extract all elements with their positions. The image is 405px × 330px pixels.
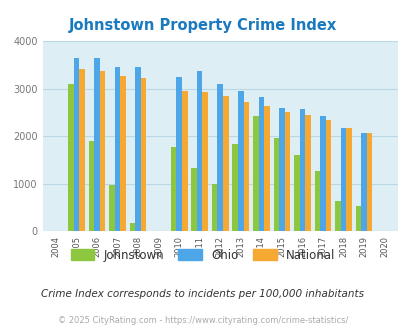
Bar <box>299 109 305 231</box>
Text: © 2025 CityRating.com - https://www.cityrating.com/crime-statistics/: © 2025 CityRating.com - https://www.city… <box>58 316 347 325</box>
Bar <box>293 155 299 231</box>
Bar <box>278 108 284 231</box>
Bar <box>176 77 181 231</box>
Bar <box>237 91 243 231</box>
Bar <box>263 107 269 231</box>
Bar <box>115 67 120 231</box>
Text: Johnstown Property Crime Index: Johnstown Property Crime Index <box>69 18 336 33</box>
Bar <box>120 76 126 231</box>
Bar <box>109 185 115 231</box>
Bar <box>68 84 74 231</box>
Bar <box>89 141 94 231</box>
Bar <box>130 223 135 231</box>
Bar <box>211 183 217 231</box>
Bar <box>100 71 105 231</box>
Bar <box>305 115 310 231</box>
Bar <box>79 69 85 231</box>
Bar <box>355 206 360 231</box>
Text: Crime Index corresponds to incidents per 100,000 inhabitants: Crime Index corresponds to incidents per… <box>41 289 364 299</box>
Bar <box>191 168 196 231</box>
Bar <box>320 116 325 231</box>
Bar <box>243 102 249 231</box>
Bar <box>74 58 79 231</box>
Bar <box>217 84 222 231</box>
Bar <box>222 96 228 231</box>
Bar <box>314 171 320 231</box>
Legend: Johnstown, Ohio, National: Johnstown, Ohio, National <box>66 244 339 266</box>
Bar <box>325 119 330 231</box>
Bar <box>135 67 141 231</box>
Bar <box>171 147 176 231</box>
Bar <box>284 113 290 231</box>
Bar <box>334 201 340 231</box>
Bar <box>340 128 345 231</box>
Bar <box>366 133 371 231</box>
Bar <box>202 92 207 231</box>
Bar <box>181 91 187 231</box>
Bar <box>345 128 351 231</box>
Bar <box>141 78 146 231</box>
Bar <box>273 139 278 231</box>
Bar <box>94 58 100 231</box>
Bar <box>196 71 202 231</box>
Bar <box>360 133 366 231</box>
Bar <box>252 116 258 231</box>
Bar <box>258 97 263 231</box>
Bar <box>232 145 237 231</box>
